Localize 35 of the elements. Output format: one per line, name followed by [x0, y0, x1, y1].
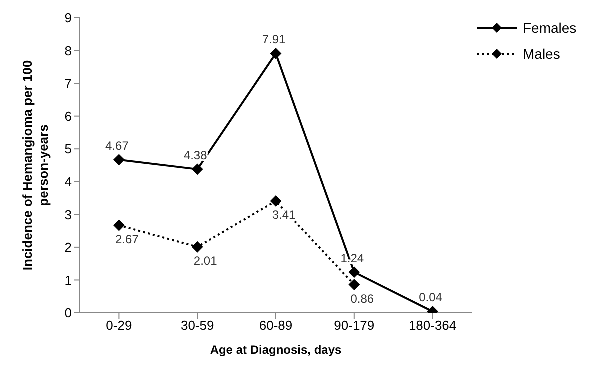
y-tick-label: 3: [64, 207, 72, 222]
point: [192, 164, 204, 175]
y-tick-label: 5: [64, 142, 72, 157]
x-tick-label: 30-59: [180, 318, 214, 334]
point: [270, 196, 282, 207]
data-label: 3.41: [272, 208, 296, 222]
x-tick-label: 0-29: [106, 318, 132, 334]
x-tick-label: 180-364: [408, 318, 457, 334]
data-label: 2.01: [194, 254, 218, 268]
point: [348, 266, 360, 278]
y-tick-label: 4: [64, 174, 72, 190]
y-tick-label: 1: [64, 272, 72, 288]
legend-label: Males: [523, 46, 560, 62]
point: [192, 242, 204, 253]
legend-label: Females: [523, 20, 577, 36]
x-tick-label: 90-179: [334, 318, 375, 334]
data-label: 0.86: [350, 292, 374, 306]
y-tick-label: 8: [64, 43, 72, 58]
point: [114, 154, 125, 166]
y-tick-label: 7: [64, 76, 72, 92]
data-label: 4.38: [184, 148, 208, 162]
x-tick-label: 60-89: [259, 318, 293, 334]
point: [348, 279, 360, 290]
data-label: 4.67: [106, 138, 130, 153]
y-axis-title: Incidence of Hemangioma per 100 person-years: [20, 60, 51, 271]
x-axis-title: Age at Diagnosis, days: [210, 343, 342, 357]
point: [114, 220, 125, 231]
data-label: 7.91: [262, 32, 286, 47]
y-tick-label: 0: [64, 306, 72, 321]
data-label: 2.67: [116, 232, 140, 246]
y-tick-label: 6: [64, 108, 72, 124]
point: [270, 48, 282, 60]
y-tick-label: 2: [64, 240, 72, 256]
data-label: 0.04: [419, 290, 443, 305]
y-tick-label: 9: [64, 10, 72, 26]
